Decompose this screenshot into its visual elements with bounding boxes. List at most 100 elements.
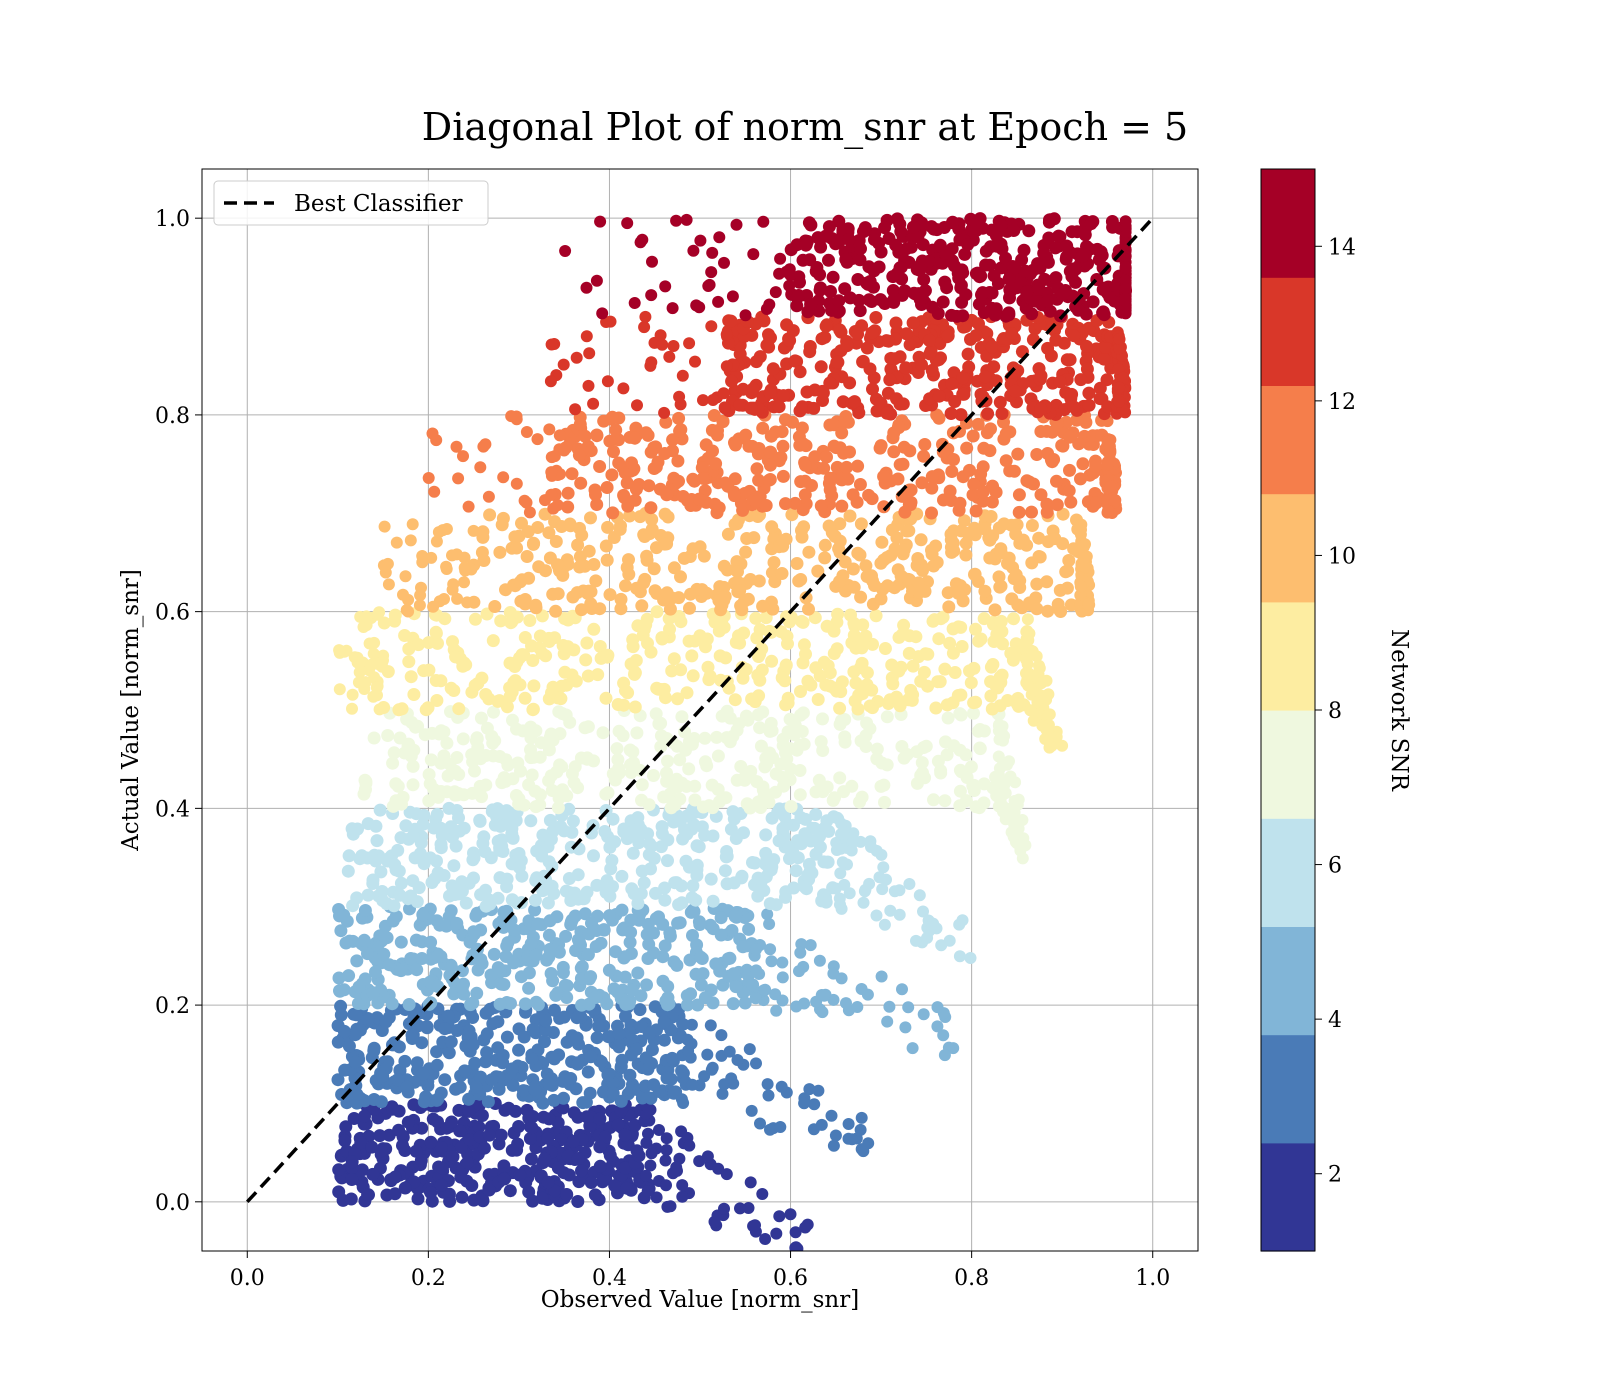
data-point — [593, 1140, 607, 1154]
data-point — [725, 924, 739, 937]
data-point — [1048, 241, 1062, 255]
data-point — [417, 664, 431, 678]
data-point — [533, 750, 547, 764]
data-point — [647, 926, 660, 940]
data-point — [580, 281, 593, 294]
data-point — [694, 978, 708, 992]
data-point — [961, 526, 975, 540]
data-point — [698, 991, 712, 1005]
snr-band-points — [559, 212, 1132, 323]
data-point — [759, 499, 773, 512]
data-point — [865, 492, 879, 506]
data-point — [497, 1172, 511, 1186]
data-point — [587, 397, 600, 410]
data-point — [985, 286, 999, 300]
data-point — [956, 309, 970, 323]
data-point — [807, 401, 821, 415]
data-point — [1062, 554, 1076, 567]
data-point — [660, 1179, 672, 1192]
data-point — [883, 373, 897, 387]
data-point — [614, 602, 628, 616]
data-point — [671, 780, 685, 794]
data-point — [497, 471, 510, 484]
data-point — [593, 1159, 607, 1173]
data-point — [386, 756, 400, 770]
data-point — [345, 1173, 359, 1186]
data-point — [459, 658, 473, 672]
data-point — [609, 423, 623, 437]
data-point — [827, 967, 840, 980]
data-point — [580, 751, 594, 765]
data-point — [614, 592, 628, 606]
data-point — [432, 727, 446, 741]
data-point — [437, 749, 451, 763]
data-point — [549, 604, 563, 618]
data-point — [513, 575, 527, 589]
data-point — [373, 703, 386, 716]
data-point — [940, 281, 954, 295]
data-point — [725, 374, 739, 388]
data-point — [506, 713, 519, 727]
data-point — [452, 811, 465, 825]
data-point — [440, 560, 453, 573]
data-point — [543, 423, 556, 436]
y-tick-label: 0.4 — [155, 797, 190, 822]
data-point — [695, 583, 709, 597]
data-point — [667, 340, 680, 352]
data-point — [938, 1049, 951, 1062]
data-point — [460, 1156, 474, 1170]
data-point — [574, 476, 588, 490]
data-point — [556, 960, 570, 974]
data-point — [796, 503, 810, 517]
data-point — [448, 785, 462, 799]
data-point — [568, 909, 582, 923]
data-point — [512, 797, 526, 811]
data-point — [826, 270, 840, 284]
data-point — [814, 499, 828, 513]
data-point — [462, 500, 475, 513]
data-point — [601, 375, 614, 388]
data-point — [865, 326, 879, 340]
data-point — [559, 245, 572, 257]
data-point — [749, 992, 762, 1005]
data-point — [627, 756, 640, 770]
data-point — [601, 786, 615, 800]
data-point — [779, 658, 793, 672]
data-point — [1056, 507, 1070, 521]
data-point — [712, 1162, 725, 1175]
data-point — [899, 327, 913, 341]
data-point — [450, 440, 463, 453]
data-point — [819, 895, 833, 909]
data-point — [350, 1087, 364, 1101]
data-point — [593, 460, 607, 473]
data-point — [617, 698, 631, 712]
data-point — [520, 550, 534, 563]
data-point — [430, 1058, 444, 1072]
data-point — [966, 488, 980, 502]
data-point — [953, 496, 967, 510]
data-point — [1082, 386, 1096, 400]
data-point — [650, 605, 664, 619]
data-point — [663, 350, 676, 363]
data-point — [705, 266, 718, 279]
data-point — [611, 985, 625, 999]
data-point — [551, 558, 564, 572]
data-point — [782, 840, 795, 854]
data-point — [361, 947, 374, 961]
data-point — [529, 724, 543, 738]
data-point — [1041, 604, 1055, 618]
data-point — [967, 477, 981, 491]
data-point — [1034, 402, 1048, 416]
data-point — [561, 500, 575, 514]
data-point — [956, 914, 969, 927]
data-point — [1009, 568, 1023, 582]
data-point — [672, 591, 686, 605]
data-point — [645, 356, 658, 369]
data-point — [628, 493, 642, 507]
data-point — [607, 445, 620, 459]
data-point — [661, 510, 675, 524]
data-point — [503, 1184, 517, 1198]
data-point — [505, 822, 519, 836]
data-point — [402, 832, 416, 846]
data-point — [800, 831, 814, 845]
